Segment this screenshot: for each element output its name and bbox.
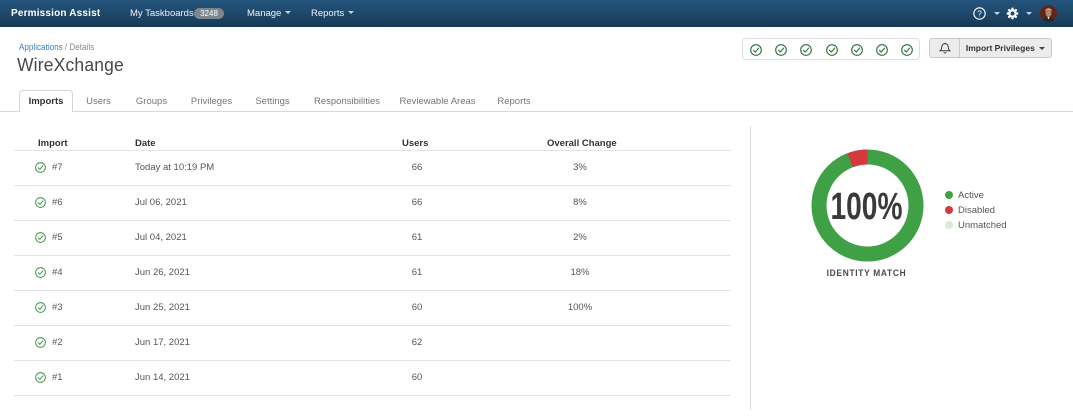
svg-text:?: ?: [977, 8, 982, 18]
